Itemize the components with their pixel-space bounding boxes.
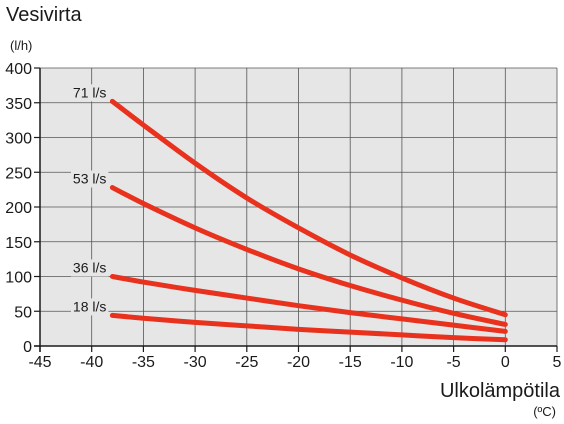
x-tick-label: -35 bbox=[132, 354, 155, 371]
series-label-0: 71 l/s bbox=[73, 84, 106, 100]
y-tick-label: 150 bbox=[5, 235, 32, 252]
y-axis-title: Vesivirta bbox=[6, 4, 82, 26]
series-label-2: 36 l/s bbox=[73, 260, 106, 276]
axes bbox=[34, 67, 558, 352]
y-tick-label: 100 bbox=[5, 270, 32, 287]
x-tick-label: 5 bbox=[553, 354, 562, 371]
series-label-bg-0 bbox=[70, 84, 109, 102]
series-labels: 71 l/s 53 l/s 36 l/s 18 l/s bbox=[70, 84, 109, 316]
x-tick-label: -5 bbox=[446, 354, 460, 371]
y-tick-label: 50 bbox=[14, 304, 32, 321]
series-line-1 bbox=[109, 185, 508, 327]
series-line-3 bbox=[109, 312, 508, 343]
x-tick-label: -45 bbox=[28, 354, 51, 371]
series-line-0 bbox=[109, 98, 508, 318]
y-tick-label: 250 bbox=[5, 165, 32, 182]
series-lines bbox=[109, 98, 508, 343]
x-tick-label: -10 bbox=[390, 354, 413, 371]
y-tick-label: 0 bbox=[23, 339, 32, 356]
x-tick-label: -40 bbox=[80, 354, 103, 371]
x-tick-label: -15 bbox=[339, 354, 362, 371]
y-axis-unit: (l/h) bbox=[10, 38, 33, 53]
y-tick-label: 200 bbox=[5, 200, 32, 217]
y-tick-label: 300 bbox=[5, 131, 32, 148]
x-axis-title: Ulkolämpötila bbox=[439, 380, 560, 402]
series-label-bg-2 bbox=[70, 259, 109, 277]
series-line-2 bbox=[109, 274, 508, 334]
series-label-3: 18 l/s bbox=[73, 298, 106, 314]
x-tick-label: -25 bbox=[235, 354, 258, 371]
x-tick-label: -30 bbox=[184, 354, 207, 371]
x-tick-label: 0 bbox=[501, 354, 510, 371]
y-tick-label: 350 bbox=[5, 96, 32, 113]
series-label-bg-1 bbox=[70, 170, 109, 188]
series-label-1: 53 l/s bbox=[73, 171, 106, 187]
x-axis-unit: (ºC) bbox=[533, 404, 556, 419]
series-label-bg-3 bbox=[70, 298, 109, 316]
y-tick-label: 400 bbox=[5, 61, 32, 78]
x-tick-label: -20 bbox=[287, 354, 310, 371]
